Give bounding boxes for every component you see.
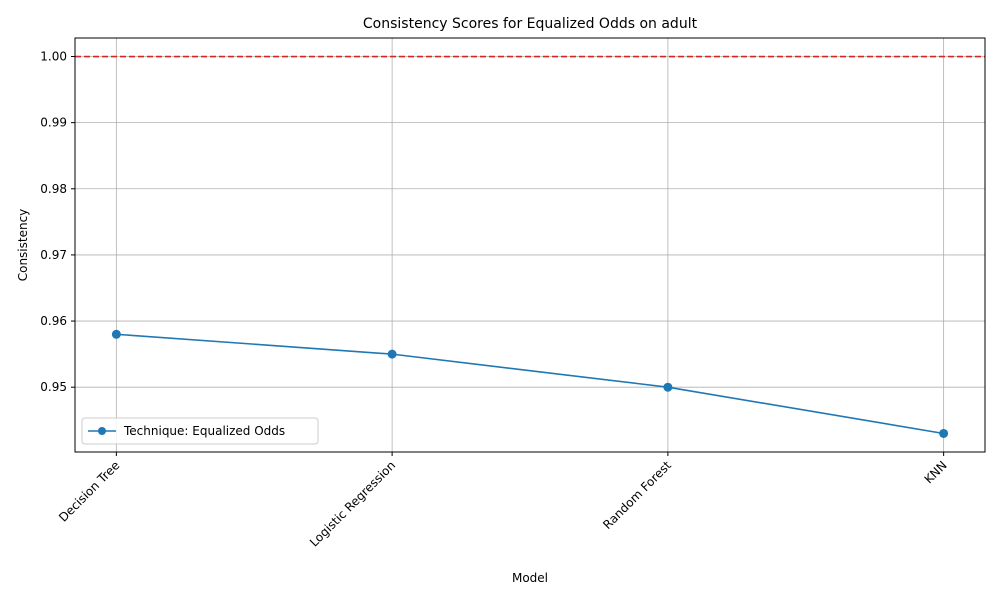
y-axis-label: Consistency	[16, 209, 30, 282]
y-tick-label: 1.00	[40, 50, 67, 64]
legend-marker	[98, 427, 106, 435]
x-axis-label: Model	[512, 571, 548, 585]
legend: Technique: Equalized Odds	[81, 417, 319, 445]
legend-label: Technique: Equalized Odds	[123, 424, 285, 438]
legend-box	[81, 417, 319, 445]
data-point	[111, 329, 121, 339]
y-axis-ticks: 0.95 0.96 0.97 0.98 0.99 1.00	[40, 50, 75, 394]
y-tick-label: 0.96	[40, 314, 67, 328]
y-tick-label: 0.98	[40, 182, 67, 196]
y-tick-label: 0.99	[40, 116, 67, 130]
data-point	[663, 382, 673, 392]
plot-area-frame	[74, 37, 986, 453]
data-point	[387, 349, 397, 359]
y-tick-label: 0.95	[40, 380, 67, 394]
y-tick-label: 0.97	[40, 248, 67, 262]
data-point	[939, 428, 949, 438]
series-layer	[111, 329, 949, 438]
chart-title: Consistency Scores for Equalized Odds on…	[363, 16, 698, 32]
series-line	[116, 333, 944, 435]
